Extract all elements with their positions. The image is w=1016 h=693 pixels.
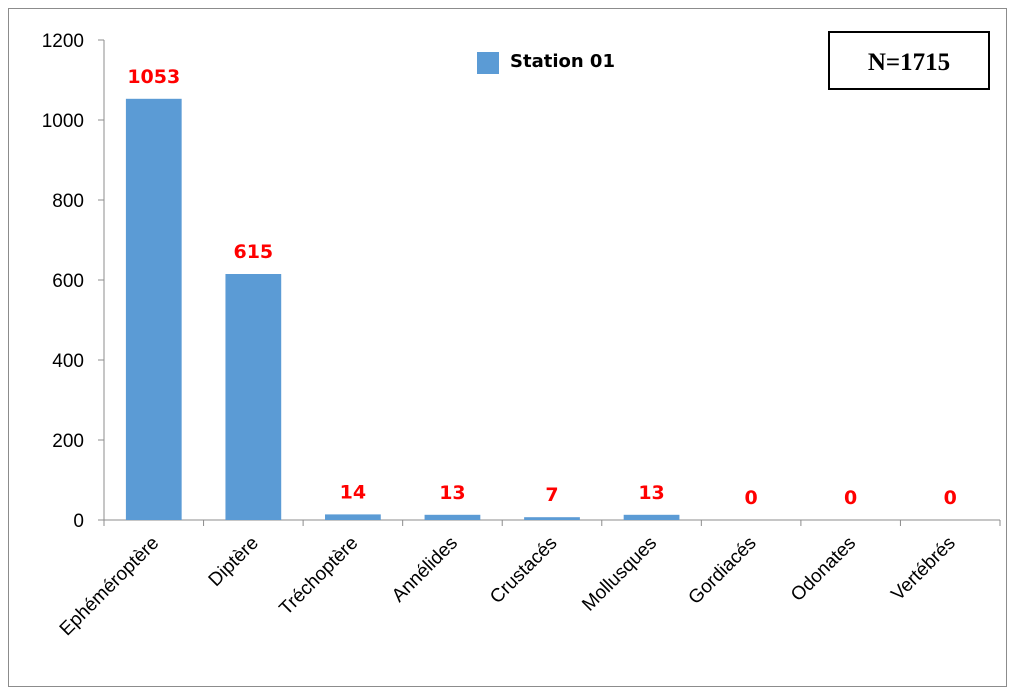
legend-label: Station 01 [510,51,615,72]
data-label: 1053 [127,66,180,88]
sample-size-box: N=1715 [828,31,990,90]
bar [424,514,481,520]
bar [524,517,580,520]
bar [225,274,282,520]
x-category-label: Vertébrés [887,533,959,605]
x-category-label: Crustacés [486,533,561,608]
sample-size-annotation: N=1715 [868,49,950,76]
x-category-label: Tréchoptère [276,533,363,620]
x-category-label: Mollusques [578,533,661,616]
y-tick-label: 0 [73,511,84,532]
data-label: 13 [439,482,465,504]
bar [125,98,182,521]
x-category-label: Annélides [388,533,462,607]
bar-series [125,98,680,521]
y-tick-label: 200 [52,431,84,452]
data-labels: 1053 615 14 13 7 13 0 0 0 [127,66,957,509]
data-label: 615 [233,241,273,263]
data-label: 0 [844,487,857,509]
legend: Station 01 [477,51,615,74]
bar [325,514,381,520]
x-category-label: Diptère [205,533,263,591]
x-axis: Ephéméroptère Diptère Tréchoptère Annélides… [56,519,1001,640]
data-label: 14 [340,481,366,503]
y-tick-label: 1200 [42,31,84,52]
y-tick-label: 400 [52,351,84,372]
y-tick-label: 600 [52,271,84,292]
legend-swatch [477,52,499,74]
y-axis: 0 200 400 600 800 1000 1200 [42,31,105,532]
x-category-label: Gordiacés [685,533,761,609]
data-label: 0 [744,487,757,509]
data-label: 13 [638,482,664,504]
x-category-label: Odonates [787,533,860,606]
data-label: 0 [944,487,957,509]
data-label: 7 [545,484,558,506]
bar [623,514,680,520]
y-tick-label: 800 [52,191,84,212]
x-category-label: Ephéméroptère [56,533,163,640]
y-tick-label: 1000 [42,111,84,132]
